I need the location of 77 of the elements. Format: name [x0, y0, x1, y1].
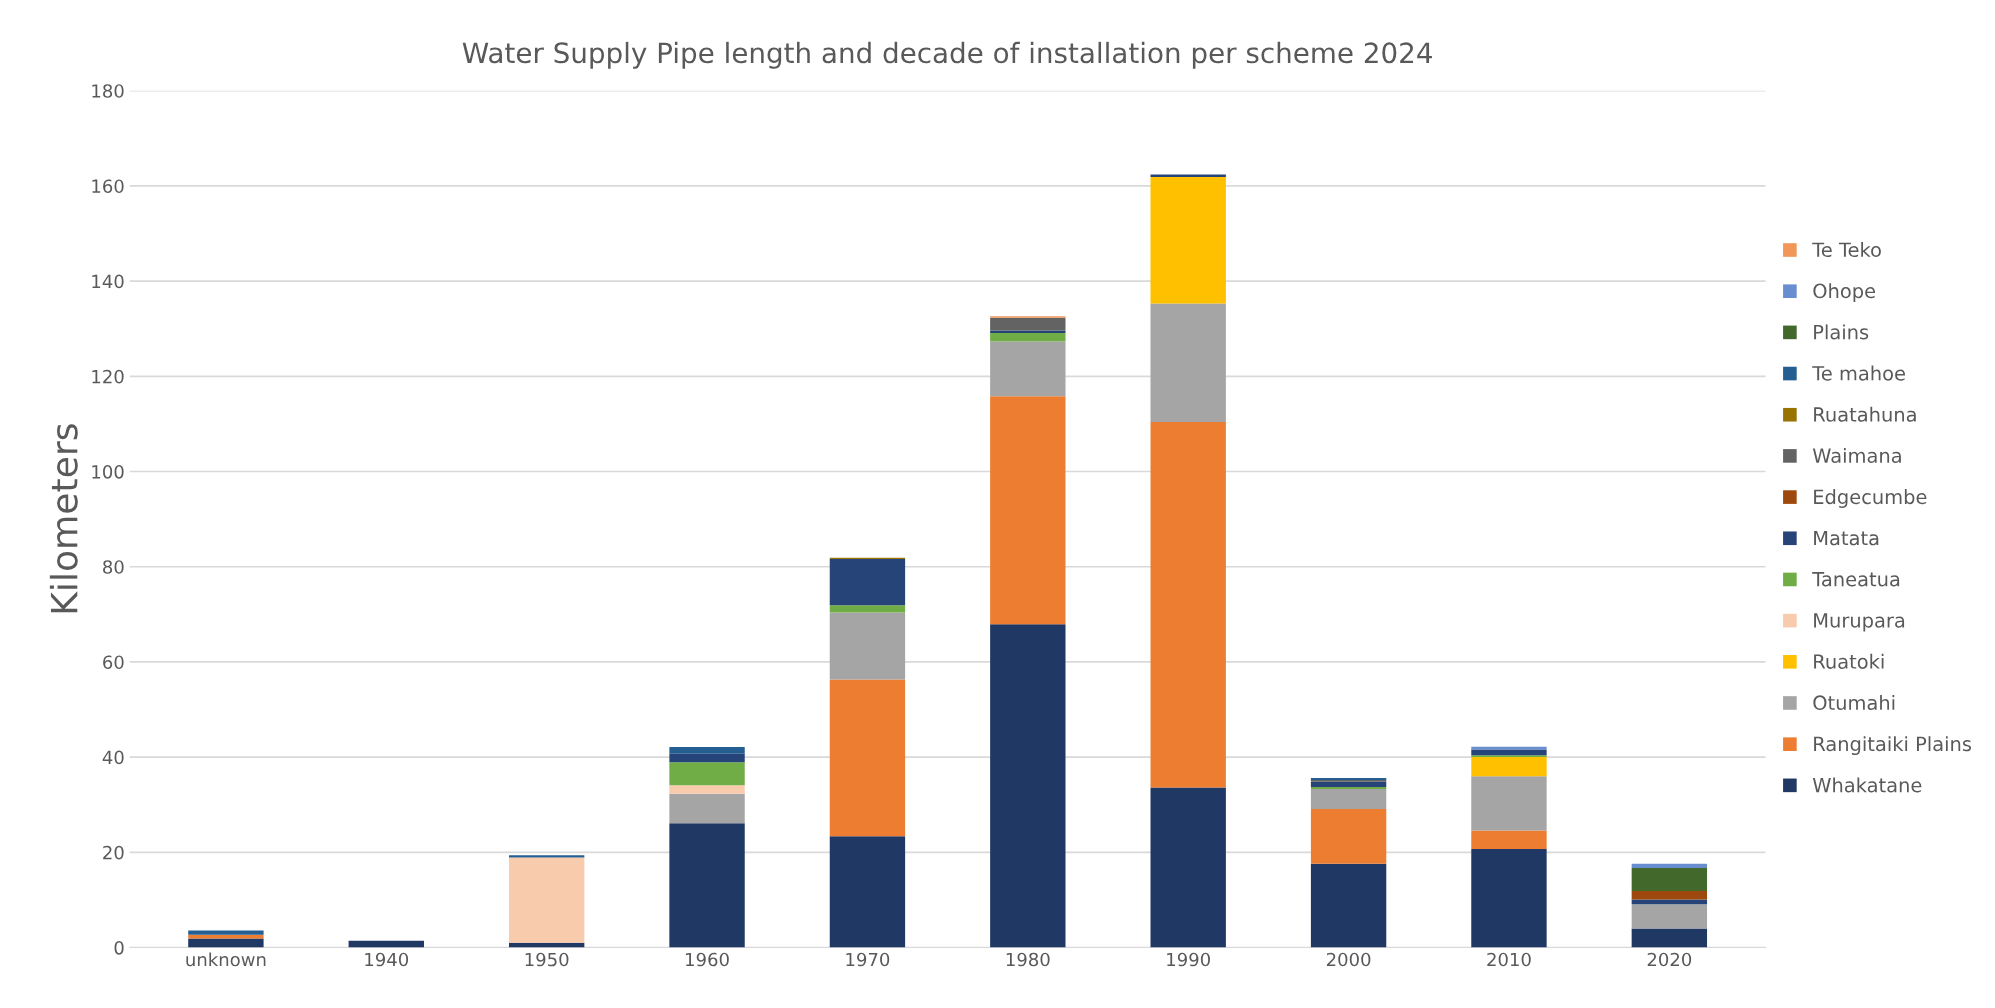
bar — [1310, 789, 1387, 809]
legend-label: Edgecumbe — [1814, 489, 1927, 508]
y-axis-title: Kilometers — [49, 424, 78, 613]
bar — [829, 559, 906, 606]
bar — [990, 396, 1066, 625]
bar — [508, 855, 585, 858]
bar — [1150, 422, 1226, 788]
bar — [1471, 776, 1547, 831]
y-tick-label: 100 — [92, 464, 124, 479]
bar — [669, 747, 745, 754]
bar — [829, 605, 906, 613]
legend-label: Ruatahuna — [1814, 406, 1916, 422]
bar — [669, 823, 745, 948]
bar — [1471, 830, 1547, 849]
legend-label: Waimana — [1812, 447, 1901, 463]
bar — [829, 836, 906, 948]
bar — [1631, 904, 1708, 929]
y-tick-label: 120 — [92, 369, 124, 384]
x-tick-label: 2020 — [1647, 952, 1692, 967]
x-tick-label: 2010 — [1487, 952, 1531, 967]
legend-label: Ruatoki — [1814, 653, 1884, 669]
bar — [669, 793, 745, 824]
x-tick-label: 2000 — [1326, 952, 1371, 967]
bar — [1150, 176, 1226, 304]
bar — [829, 679, 906, 837]
bar — [829, 612, 906, 680]
bar — [990, 341, 1066, 397]
x-tick-label: 1980 — [1006, 952, 1050, 967]
bar — [669, 753, 745, 763]
legend-label: Whakatane — [1812, 777, 1922, 793]
y-tick-label: 60 — [103, 655, 124, 670]
x-tick-label: 1990 — [1167, 952, 1210, 967]
bar — [1150, 174, 1226, 177]
legend-label: Rangitaiki Plains — [1814, 736, 1972, 756]
bar — [1150, 787, 1226, 948]
legend-label: Taneatua — [1812, 572, 1900, 587]
bar — [1310, 809, 1387, 864]
legend-label: Ohope — [1813, 283, 1876, 303]
x-tick-label: 1970 — [846, 952, 890, 967]
y-tick-label: 20 — [103, 845, 124, 860]
y-tick-label: 0 — [114, 940, 124, 955]
bar — [1150, 303, 1226, 423]
y-tick-label: 40 — [102, 750, 124, 765]
bar — [990, 333, 1066, 342]
legend-label: Plains — [1814, 324, 1869, 340]
x-tick-label: 1940 — [365, 952, 409, 967]
legend-label: Te mahoe — [1812, 365, 1905, 381]
x-tick-label: unknown — [186, 952, 266, 967]
y-tick-label: 180 — [92, 84, 124, 98]
bar — [990, 317, 1066, 331]
y-tick-label: 80 — [103, 560, 124, 574]
bar — [508, 857, 585, 943]
bar — [1631, 863, 1708, 869]
bar — [669, 762, 745, 786]
bar — [1631, 899, 1708, 905]
chart-title: Water Supply Pipe length and decade of installation per scheme 2024 — [462, 41, 1432, 69]
legend-label: Murupara — [1814, 613, 1905, 632]
x-tick-label: 1950 — [525, 952, 569, 967]
y-tick-label: 140 — [92, 274, 124, 289]
y-tick-label: 160 — [92, 179, 124, 194]
legend-label: Otumahi — [1813, 695, 1895, 711]
bar — [990, 624, 1066, 948]
bar — [1471, 746, 1547, 750]
bar — [348, 940, 424, 948]
legend-label: Matata — [1814, 530, 1879, 546]
bar — [669, 785, 745, 794]
bar — [1471, 757, 1547, 777]
bar — [1310, 781, 1387, 788]
bar — [1631, 890, 1708, 900]
legend-label: Te Teko — [1812, 242, 1881, 258]
bar — [1631, 868, 1708, 891]
bar — [1631, 928, 1708, 948]
bar — [188, 930, 264, 935]
x-tick-label: 1960 — [686, 952, 729, 967]
bar — [1471, 848, 1547, 948]
bar — [1310, 863, 1387, 948]
bar — [188, 938, 264, 948]
